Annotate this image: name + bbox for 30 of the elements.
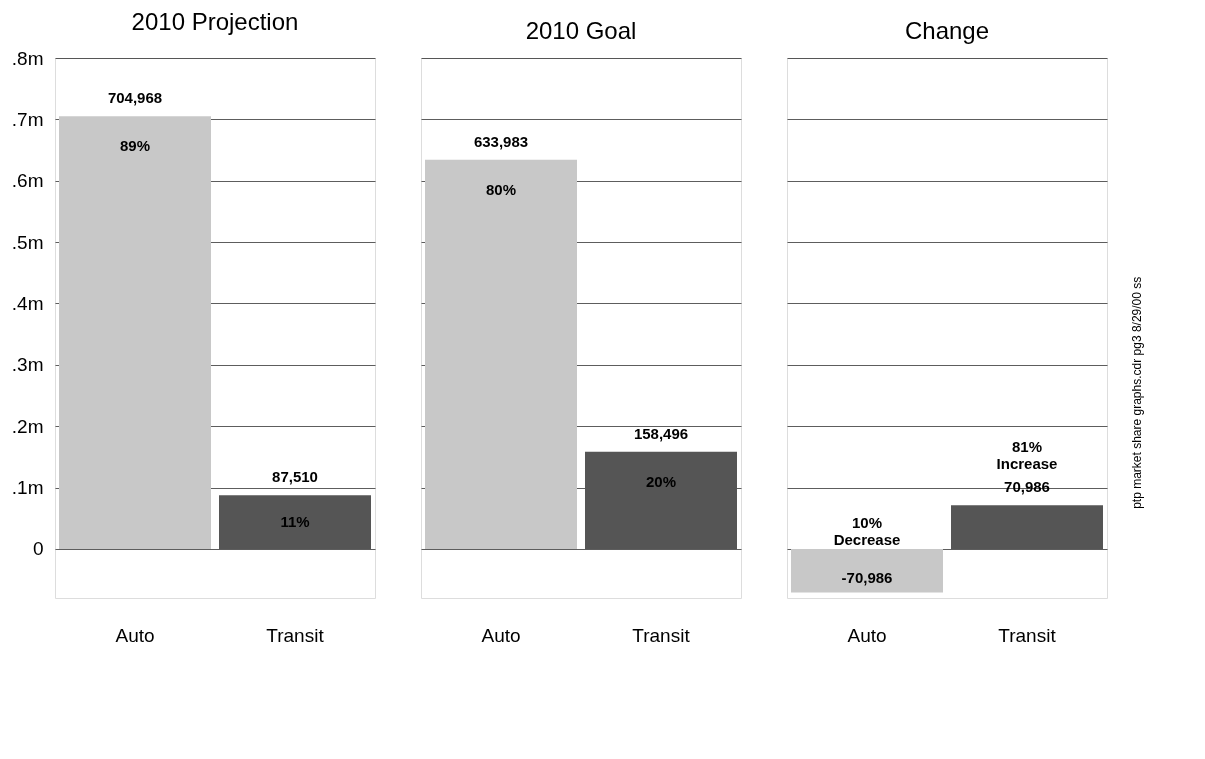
x-tick-label: Transit bbox=[266, 624, 325, 646]
annotation: 80% bbox=[485, 180, 517, 198]
chart-title: 2010 Projection bbox=[131, 8, 299, 35]
x-tick-label: Transit bbox=[998, 624, 1057, 646]
chart-title: 2010 Goal bbox=[525, 17, 637, 44]
x-tick-label: Transit bbox=[632, 624, 691, 646]
data-label: 158,496 bbox=[633, 424, 689, 442]
y-tick-label: .5m bbox=[11, 231, 44, 253]
x-tick-label: Auto bbox=[115, 624, 155, 646]
chart-title: Change bbox=[904, 17, 990, 44]
y-tick-label: .4m bbox=[11, 292, 44, 314]
x-tick-label: Auto bbox=[481, 624, 521, 646]
annotation: 89% bbox=[119, 137, 151, 155]
y-tick-label: .2m bbox=[11, 415, 44, 437]
annotation: 81% Increase bbox=[996, 438, 1058, 473]
y-tick-label: .1m bbox=[11, 477, 44, 499]
annotation: 10% Decrease bbox=[833, 513, 901, 548]
annotation: 11% bbox=[280, 513, 310, 531]
text: ptp market share graphs.cdr pg3 8/29/00 ss bbox=[1130, 276, 1144, 509]
data-label: 633,983 bbox=[473, 132, 529, 150]
data-label: 87,510 bbox=[272, 468, 318, 486]
y-tick-label: .7m bbox=[11, 108, 44, 130]
y-tick-label: .8m bbox=[11, 47, 44, 69]
x-tick-label: Auto bbox=[847, 624, 887, 646]
y-tick-label: .3m bbox=[11, 354, 44, 376]
annotation: 20% bbox=[645, 472, 677, 490]
y-tick-label: 0 bbox=[32, 538, 44, 560]
data-label: -70,986 bbox=[841, 569, 893, 587]
data-label: 704,968 bbox=[107, 89, 163, 107]
y-tick-label: .6m bbox=[11, 170, 44, 192]
